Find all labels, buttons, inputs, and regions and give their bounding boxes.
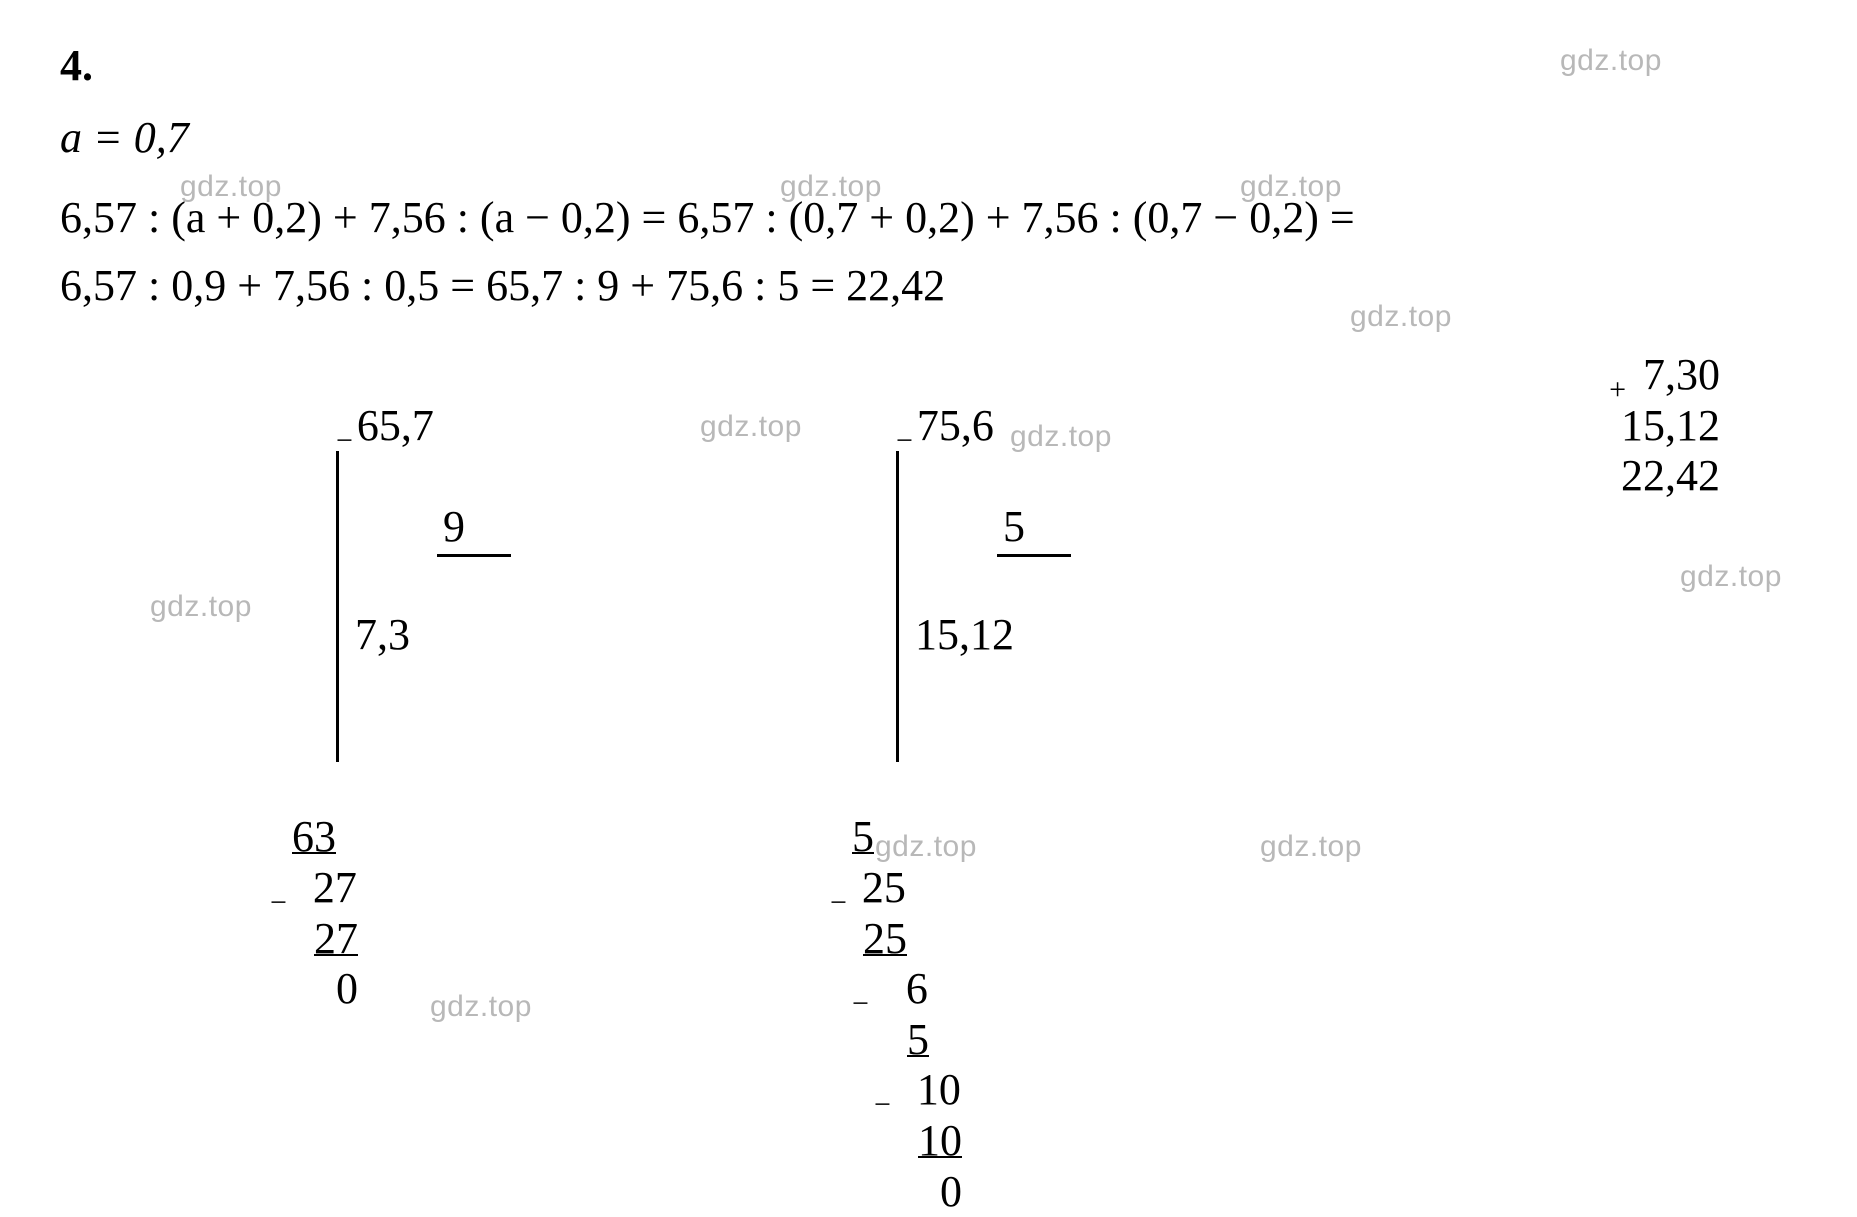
step-sub: 25 xyxy=(863,914,907,963)
divisor: 9 xyxy=(437,502,511,558)
watermark: gdz.top xyxy=(1350,300,1452,334)
minus-sign: − xyxy=(852,987,873,1020)
quotient: 15,12 xyxy=(909,608,1071,661)
sum: 22,42 xyxy=(1621,451,1720,500)
step-rem: 27 xyxy=(313,863,357,912)
step-sub: 10 xyxy=(918,1116,962,1165)
step-rem: 10 xyxy=(917,1065,961,1114)
watermark: gdz.top xyxy=(1560,44,1662,78)
long-division-2: −75,6 5 15,12 5 − 25 25 − 6 5 − 10 10 0 xyxy=(830,350,1071,1217)
minus-sign: − xyxy=(874,1088,895,1121)
division-bracket: 9 7,3 xyxy=(336,451,511,762)
step-rem: 6 xyxy=(906,964,928,1013)
watermark: gdz.top xyxy=(150,590,252,624)
watermark: gdz.top xyxy=(1260,830,1362,864)
step-sub: 27 xyxy=(314,914,358,963)
division-bracket: 5 15,12 xyxy=(896,451,1071,762)
divisor: 5 xyxy=(997,502,1071,558)
expression-line-2: 6,57 : 0,9 + 7,56 : 0,5 = 65,7 : 9 + 75,… xyxy=(60,258,945,313)
addend-2: 15,12 xyxy=(1621,401,1720,450)
addend-1: 7,30 xyxy=(1643,350,1720,399)
step-rem: 25 xyxy=(862,863,906,912)
column-addition: + 7,30 15,12 22,42 xyxy=(1520,350,1720,502)
quotient: 7,3 xyxy=(349,608,511,661)
watermark: gdz.top xyxy=(1680,560,1782,594)
dividend: 75,6 xyxy=(917,401,994,450)
page: gdz.top gdz.top gdz.top gdz.top gdz.top … xyxy=(0,0,1857,1102)
step-sub: 5 xyxy=(907,1015,929,1064)
plus-sign: + xyxy=(1609,373,1632,406)
minus-sign: − xyxy=(830,886,851,919)
dividend: 65,7 xyxy=(357,401,434,450)
minus-sign: − xyxy=(270,886,291,919)
long-division-1: −65,7 9 7,3 63 − 27 27 0 xyxy=(270,350,511,1015)
watermark: gdz.top xyxy=(700,410,802,444)
step-sub: 5 xyxy=(852,812,874,861)
expression-line-1: 6,57 : (a + 0,2) + 7,56 : (a − 0,2) = 6,… xyxy=(60,190,1355,245)
final-zero: 0 xyxy=(940,1167,962,1216)
problem-number: 4. xyxy=(60,40,1797,91)
given-line: a = 0,7 xyxy=(60,110,189,165)
step-sub: 63 xyxy=(292,812,336,861)
final-zero: 0 xyxy=(336,964,358,1013)
